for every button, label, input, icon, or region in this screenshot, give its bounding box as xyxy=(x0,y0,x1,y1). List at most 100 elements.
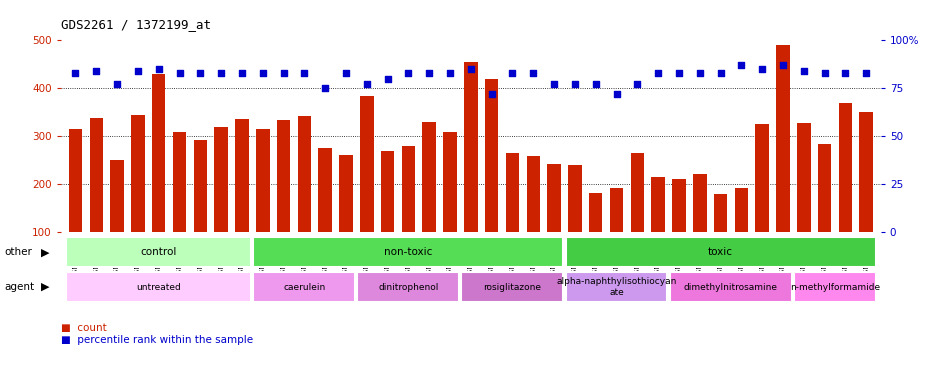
Point xyxy=(525,70,540,76)
Point xyxy=(317,85,332,91)
Text: toxic: toxic xyxy=(708,247,732,258)
Bar xyxy=(567,165,581,280)
Point xyxy=(401,70,416,76)
Point xyxy=(505,70,519,76)
Bar xyxy=(66,237,251,268)
Bar xyxy=(131,115,144,280)
Bar xyxy=(693,174,706,280)
Bar xyxy=(794,272,874,302)
Bar xyxy=(443,131,457,280)
Point xyxy=(358,81,373,88)
Bar xyxy=(589,193,602,280)
Bar xyxy=(797,123,810,280)
Bar xyxy=(339,155,352,280)
Point xyxy=(775,62,790,68)
Text: alpha-naphthylisothiocyan
ate: alpha-naphthylisothiocyan ate xyxy=(556,277,676,297)
Point xyxy=(110,81,124,88)
Point xyxy=(234,70,249,76)
Text: untreated: untreated xyxy=(136,283,181,291)
Point xyxy=(421,70,436,76)
Bar xyxy=(318,148,331,280)
Point xyxy=(816,70,831,76)
Bar xyxy=(754,124,768,280)
Point xyxy=(567,81,582,88)
Bar xyxy=(630,153,643,280)
Bar xyxy=(359,96,373,280)
Point xyxy=(588,81,603,88)
Point xyxy=(608,91,623,97)
Bar xyxy=(484,79,498,280)
Bar xyxy=(235,119,248,280)
Point xyxy=(796,68,811,74)
Text: GDS2261 / 1372199_at: GDS2261 / 1372199_at xyxy=(61,18,211,31)
Point xyxy=(442,70,457,76)
Bar xyxy=(734,188,747,280)
Text: ▶: ▶ xyxy=(40,282,50,292)
Point xyxy=(255,70,270,76)
Bar xyxy=(90,118,103,280)
Bar xyxy=(671,179,685,280)
Bar xyxy=(152,74,166,280)
Point xyxy=(671,70,686,76)
Bar xyxy=(505,153,519,280)
Point xyxy=(837,70,852,76)
Bar xyxy=(380,151,394,280)
Bar xyxy=(858,112,872,280)
Point xyxy=(89,68,104,74)
Bar xyxy=(713,194,726,280)
Point xyxy=(380,76,395,82)
Bar xyxy=(463,62,477,280)
Point xyxy=(130,68,145,74)
Bar xyxy=(838,103,851,280)
Point xyxy=(484,91,499,97)
Point xyxy=(462,66,477,72)
Bar xyxy=(66,272,251,302)
Text: dinitrophenol: dinitrophenol xyxy=(378,283,438,291)
Bar xyxy=(298,116,311,280)
Bar xyxy=(775,45,789,280)
Point xyxy=(546,81,561,88)
Point xyxy=(650,70,665,76)
Text: ■  percentile rank within the sample: ■ percentile rank within the sample xyxy=(61,335,253,345)
Text: ▶: ▶ xyxy=(40,247,50,258)
Text: dimethylnitrosamine: dimethylnitrosamine xyxy=(683,283,777,291)
Point xyxy=(213,70,228,76)
Bar xyxy=(68,129,82,280)
Text: agent: agent xyxy=(5,282,35,292)
Text: ■  count: ■ count xyxy=(61,323,107,333)
Bar xyxy=(214,127,227,280)
Point xyxy=(629,81,644,88)
Bar xyxy=(461,272,563,302)
Text: non-toxic: non-toxic xyxy=(384,247,432,258)
Point xyxy=(857,70,872,76)
Point xyxy=(151,66,166,72)
Bar xyxy=(172,132,186,280)
Text: rosiglitazone: rosiglitazone xyxy=(483,283,541,291)
Bar xyxy=(253,237,563,268)
Bar xyxy=(565,237,874,268)
Point xyxy=(753,66,768,72)
Text: control: control xyxy=(140,247,177,258)
Point xyxy=(338,70,353,76)
Bar xyxy=(422,122,435,280)
Point xyxy=(297,70,312,76)
Point xyxy=(276,70,291,76)
Bar xyxy=(526,156,539,280)
Bar xyxy=(402,146,415,280)
Point xyxy=(692,70,707,76)
Bar xyxy=(651,177,665,280)
Bar xyxy=(817,144,830,280)
Point xyxy=(193,70,208,76)
Bar xyxy=(276,121,290,280)
Bar xyxy=(256,129,270,280)
Text: n-methylformamide: n-methylformamide xyxy=(789,283,879,291)
Text: other: other xyxy=(5,247,33,258)
Point xyxy=(712,70,727,76)
Text: caerulein: caerulein xyxy=(283,283,325,291)
Bar xyxy=(110,161,124,280)
Point xyxy=(68,70,83,76)
Point xyxy=(733,62,748,68)
Bar xyxy=(669,272,792,302)
Bar xyxy=(194,140,207,280)
Bar xyxy=(357,272,459,302)
